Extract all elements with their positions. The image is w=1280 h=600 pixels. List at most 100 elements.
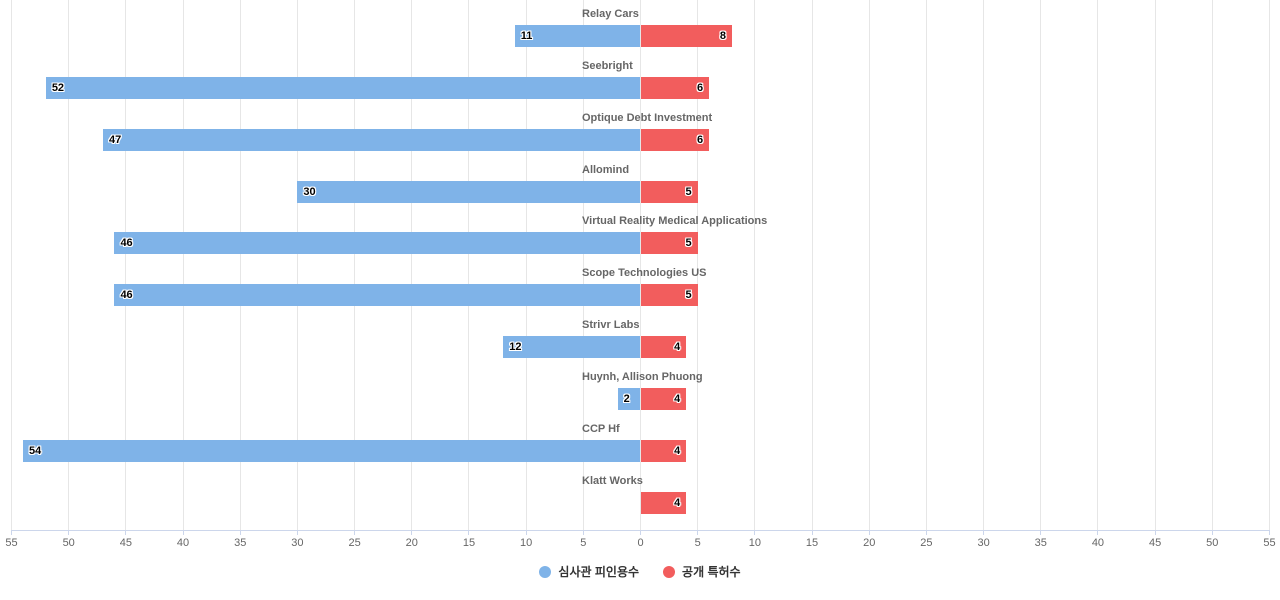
- bar-citations[interactable]: [503, 336, 641, 359]
- axis-tick-label: 50: [62, 537, 75, 549]
- bar-patents[interactable]: [640, 439, 687, 462]
- category-label: Allomind: [582, 163, 630, 176]
- bar-value-citations: 46: [120, 237, 133, 250]
- axis-tick: [411, 530, 413, 535]
- bar-value-citations: 30: [303, 185, 316, 198]
- bar-patents[interactable]: [640, 25, 732, 47]
- gridline: [239, 0, 241, 530]
- axis-tick: [354, 530, 356, 535]
- bar-value-citations: 52: [51, 81, 65, 94]
- gridline: [296, 0, 298, 530]
- axis-tick: [525, 530, 527, 535]
- legend-item-citations[interactable]: 심사관 피인용수: [539, 563, 639, 580]
- axis-tick-label: 45: [1148, 537, 1162, 549]
- bar-value-citations: 11: [520, 30, 533, 42]
- gridline: [411, 0, 413, 530]
- axis-tick-label: 35: [1034, 537, 1047, 549]
- gridline: [811, 0, 813, 530]
- bar-value-citations: 54: [28, 444, 42, 457]
- category-label: Klatt Works: [582, 474, 643, 487]
- axis-tick: [1040, 530, 1042, 535]
- category-label: Relay Cars: [582, 8, 639, 20]
- gridline: [182, 0, 184, 530]
- gridline: [1268, 0, 1270, 530]
- gridline: [125, 0, 127, 530]
- category-label: Strivr Labs: [582, 319, 640, 332]
- axis-tick-label: 45: [119, 537, 132, 549]
- bar-value-patents: 8: [719, 30, 726, 42]
- bar-citations[interactable]: [297, 180, 641, 203]
- axis-tick-label: 10: [748, 537, 761, 549]
- gridline: [754, 0, 756, 530]
- axis-tick: [125, 530, 127, 535]
- axis-tick: [296, 530, 298, 535]
- bar-patents[interactable]: [640, 336, 687, 359]
- bar-patents[interactable]: [640, 284, 698, 307]
- axis-tick-label: 0: [637, 537, 644, 549]
- bar-citations[interactable]: [22, 439, 641, 462]
- bar-citations[interactable]: [114, 284, 641, 307]
- bar-value-patents: 5: [685, 289, 692, 302]
- category-label: CCP Hf: [582, 422, 620, 435]
- bar-value-patents: 5: [685, 185, 692, 198]
- gridline: [1040, 0, 1042, 530]
- bar-value-citations: 12: [509, 341, 522, 354]
- category-label: Scope Technologies US: [582, 267, 707, 280]
- bar-value-patents: 4: [674, 392, 681, 405]
- axis-tick: [468, 530, 470, 535]
- gridline: [1097, 0, 1099, 530]
- category-label: Seebright: [582, 59, 633, 72]
- bar-citations[interactable]: [103, 128, 641, 151]
- gridline: [468, 0, 470, 530]
- axis-tick-label: 20: [405, 537, 418, 549]
- x-axis-line: [11, 530, 1270, 531]
- category-label: Huynh, Allison Phuong: [582, 370, 703, 383]
- bar-value-patents: 6: [696, 133, 704, 146]
- legend-item-patents[interactable]: 공개 특허수: [663, 563, 741, 580]
- bar-value-patents: 4: [674, 496, 681, 509]
- bar-patents[interactable]: [640, 491, 687, 514]
- legend-marker-red-icon: [663, 565, 676, 578]
- bar-citations[interactable]: [514, 25, 641, 47]
- axis-tick: [925, 530, 927, 535]
- axis-tick-label: 20: [863, 537, 876, 549]
- axis-tick-label: 55: [1263, 537, 1276, 549]
- bar-value-citations: 2: [623, 392, 630, 405]
- gridline: [697, 0, 699, 530]
- gridline: [1154, 0, 1156, 530]
- bar-patents[interactable]: [640, 76, 710, 99]
- axis-tick-label: 40: [1091, 537, 1105, 549]
- gridline: [11, 0, 13, 530]
- axis-tick-label: 55: [5, 537, 18, 549]
- axis-tick: [868, 530, 870, 535]
- bar-patents[interactable]: [640, 180, 698, 203]
- bar-citations[interactable]: [45, 76, 641, 99]
- gridline: [983, 0, 985, 530]
- axis-tick: [182, 530, 184, 535]
- axis-tick: [811, 530, 813, 535]
- axis-tick: [582, 530, 584, 535]
- axis-tick: [697, 530, 699, 535]
- axis-tick-label: 25: [920, 537, 933, 549]
- gridline: [354, 0, 356, 530]
- axis-tick-label: 35: [234, 537, 247, 549]
- bar-patents[interactable]: [640, 387, 687, 410]
- axis-tick: [68, 530, 70, 535]
- gridline: [925, 0, 927, 530]
- axis-tick: [239, 530, 241, 535]
- bar-value-patents: 5: [685, 237, 692, 250]
- bar-patents[interactable]: [640, 232, 698, 255]
- axis-tick-label: 50: [1206, 537, 1219, 549]
- axis-tick: [1154, 530, 1156, 535]
- axis-tick: [640, 530, 641, 535]
- bar-citations[interactable]: [114, 232, 641, 255]
- axis-tick: [1268, 530, 1270, 535]
- gridline: [525, 0, 527, 530]
- gridline: [868, 0, 870, 530]
- bar-citations[interactable]: [617, 387, 641, 410]
- bar-value-citations: 46: [120, 289, 133, 302]
- axis-tick: [1211, 530, 1213, 535]
- legend-label-patents: 공개 특허수: [682, 565, 741, 579]
- bar-patents[interactable]: [640, 128, 710, 151]
